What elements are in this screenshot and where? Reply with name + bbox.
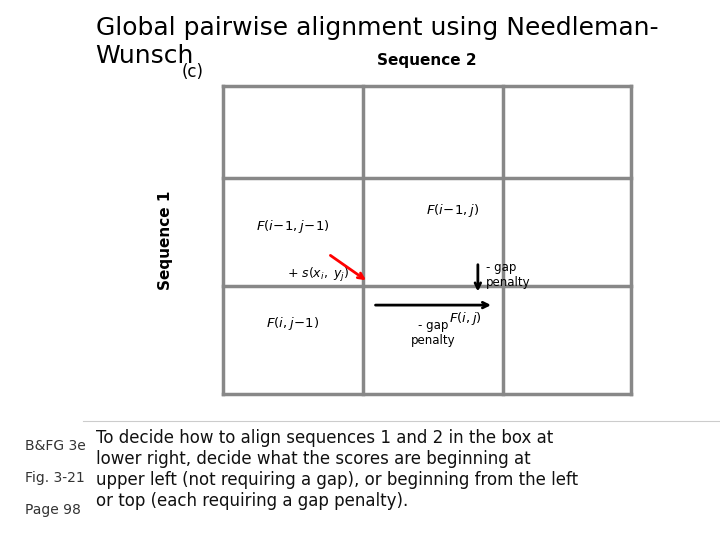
Text: Sequence 2: Sequence 2 <box>377 52 477 68</box>
Text: - gap
penalty: - gap penalty <box>485 261 530 289</box>
Text: $+\ s(x_i,\ y_j)$: $+\ s(x_i,\ y_j)$ <box>287 266 350 285</box>
Text: $F(i\!-\!1,j)$: $F(i\!-\!1,j)$ <box>426 202 479 219</box>
Text: Fig. 3-21: Fig. 3-21 <box>25 471 85 485</box>
Text: (c): (c) <box>182 63 204 81</box>
Text: - gap
penalty: - gap penalty <box>411 319 456 347</box>
Text: To decide how to align sequences 1 and 2 in the box at
lower right, decide what : To decide how to align sequences 1 and 2… <box>96 429 577 510</box>
Text: B&FG 3e: B&FG 3e <box>25 438 86 453</box>
Text: $F(i\!-\!1,j\!-\!1)$: $F(i\!-\!1,j\!-\!1)$ <box>256 218 330 235</box>
Text: Page 98: Page 98 <box>25 503 81 517</box>
Text: Sequence 1: Sequence 1 <box>158 191 173 290</box>
Text: $F(i,j)$: $F(i,j)$ <box>449 310 482 327</box>
Text: Global pairwise alignment using Needleman-
Wunsch: Global pairwise alignment using Needlema… <box>96 16 658 68</box>
Text: $F(i,j\!-\!1)$: $F(i,j\!-\!1)$ <box>266 315 320 333</box>
